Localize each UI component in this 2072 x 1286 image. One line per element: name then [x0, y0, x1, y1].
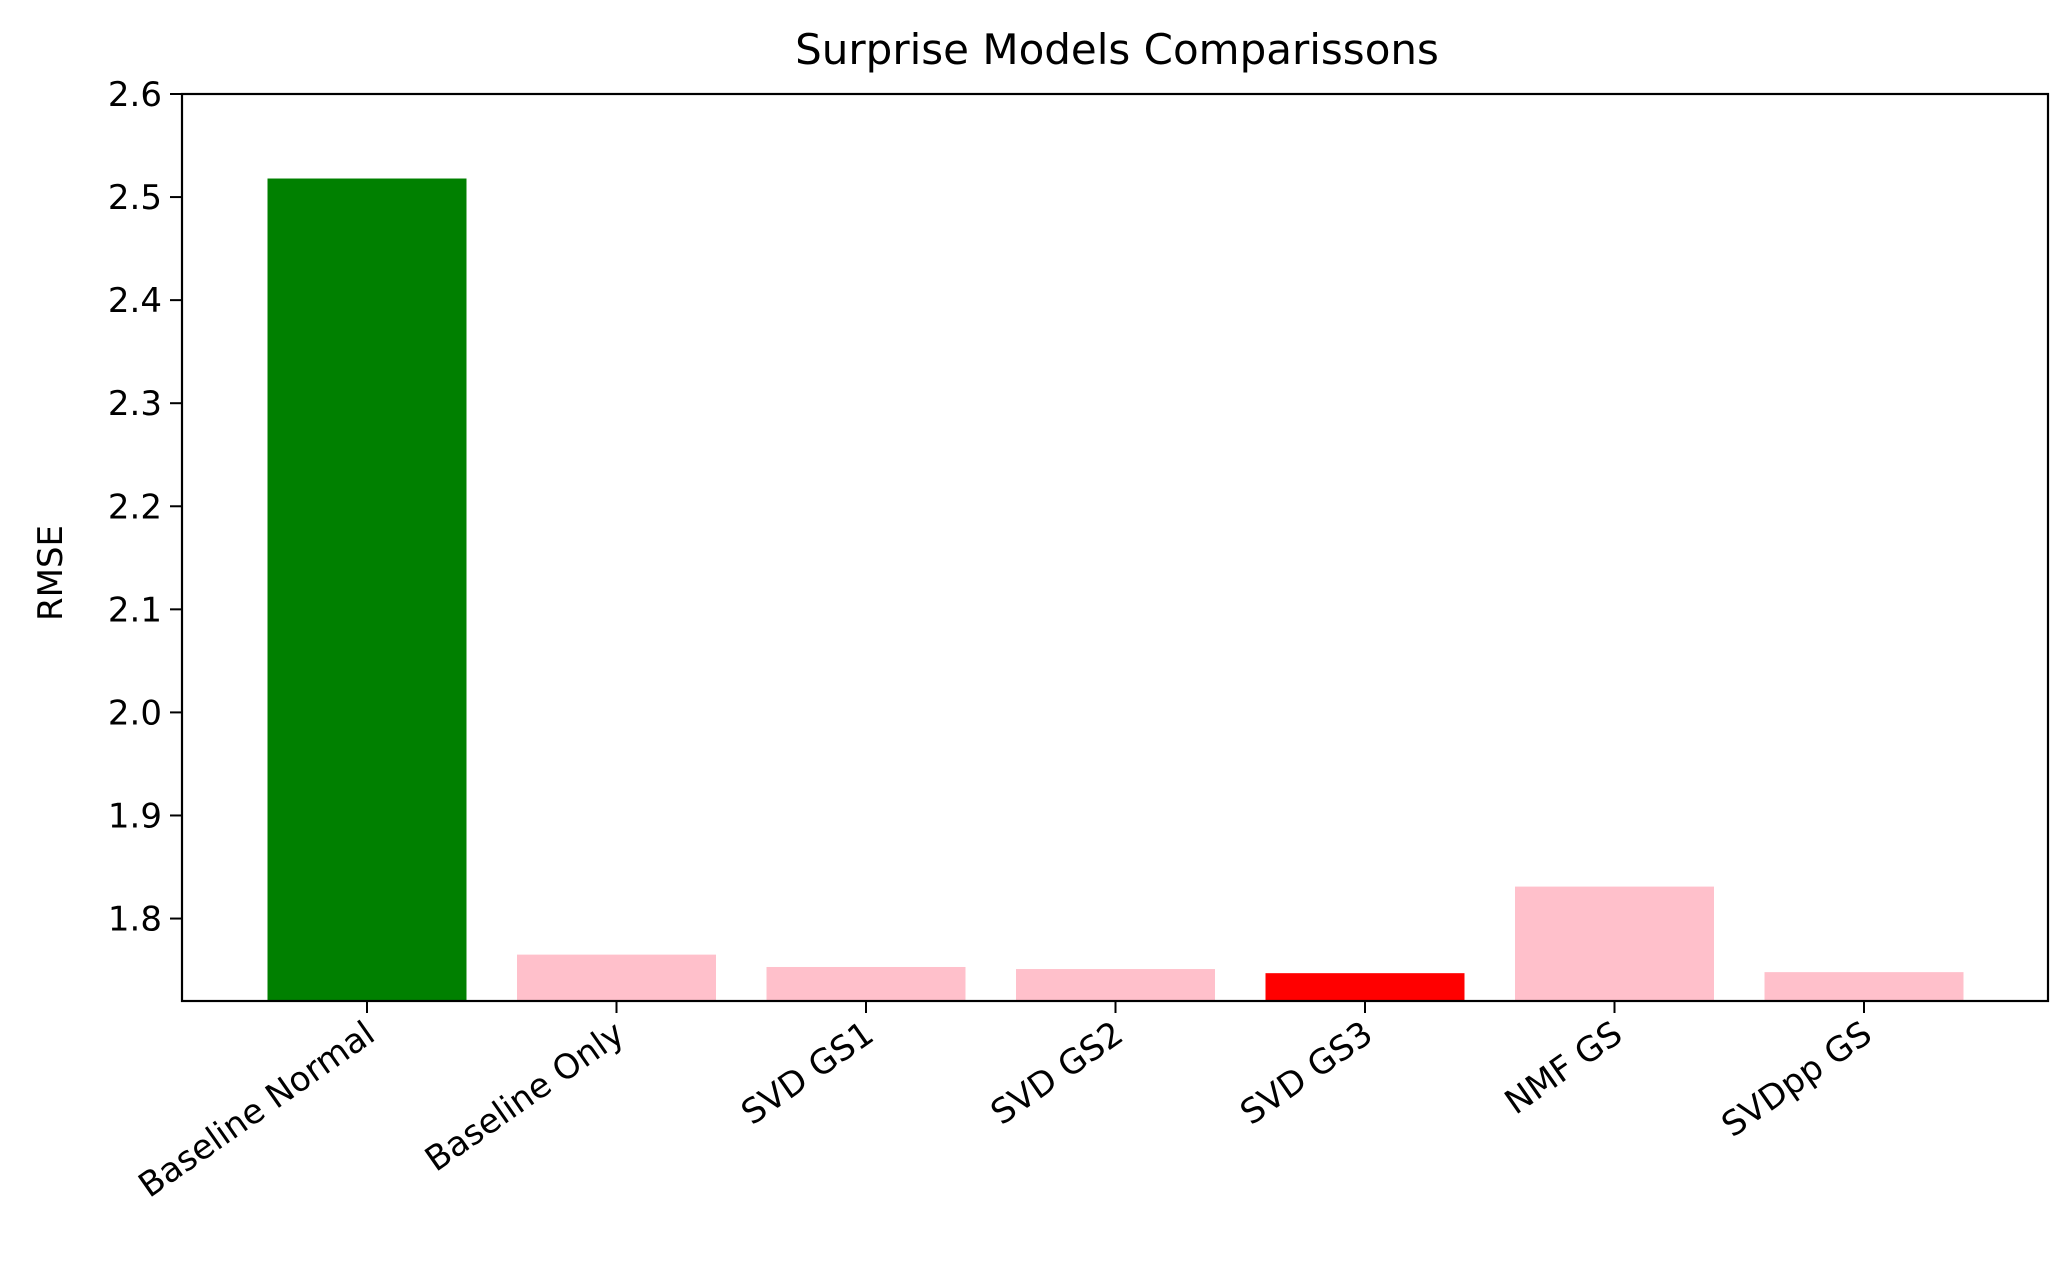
x-tick-label: NMF GS	[1498, 1014, 1630, 1123]
bar-svdpp-gs	[1764, 972, 1964, 1001]
bar-nmf-gs	[1515, 886, 1714, 1001]
y-axis-label: RMSE	[31, 525, 71, 621]
x-tick-label: Baseline Only	[418, 1014, 632, 1180]
y-tick-label: 2.5	[108, 178, 162, 218]
bar-baseline-only	[517, 954, 716, 1001]
y-tick-label: 1.8	[108, 900, 162, 940]
y-tick-label: 1.9	[108, 796, 162, 836]
x-tick-label: SVDpp GS	[1715, 1014, 1880, 1146]
y-tick-label: 2.2	[108, 487, 162, 527]
bars-group	[267, 178, 1964, 1001]
x-tick-label: SVD GS3	[1233, 1014, 1380, 1134]
x-tick-label: Baseline Normal	[132, 1014, 383, 1206]
plot-frame	[180, 92, 2050, 1003]
chart-title: Surprise Models Comparissons	[795, 25, 1439, 74]
y-axis-ticks: 1.8 1.9 2.0 2.1 2.2 2.3 2.4 2.5 2.6	[108, 75, 182, 940]
y-tick-label: 2.1	[108, 590, 162, 630]
y-tick-label: 2.0	[108, 693, 162, 733]
bar-svd-gs3	[1265, 973, 1465, 1001]
bar-svd-gs2	[1016, 969, 1215, 1001]
bar-svd-gs1	[766, 966, 966, 1001]
bar-baseline-normal	[267, 178, 467, 1001]
x-axis-ticks: Baseline Normal Baseline Only SVD GS1 SVD G…	[132, 1001, 1880, 1206]
x-tick-label: SVD GS2	[984, 1014, 1131, 1134]
x-tick-label: SVD GS1	[734, 1014, 881, 1134]
y-tick-label: 2.6	[108, 75, 162, 115]
y-tick-label: 2.4	[108, 281, 162, 321]
y-tick-label: 2.3	[108, 384, 162, 424]
